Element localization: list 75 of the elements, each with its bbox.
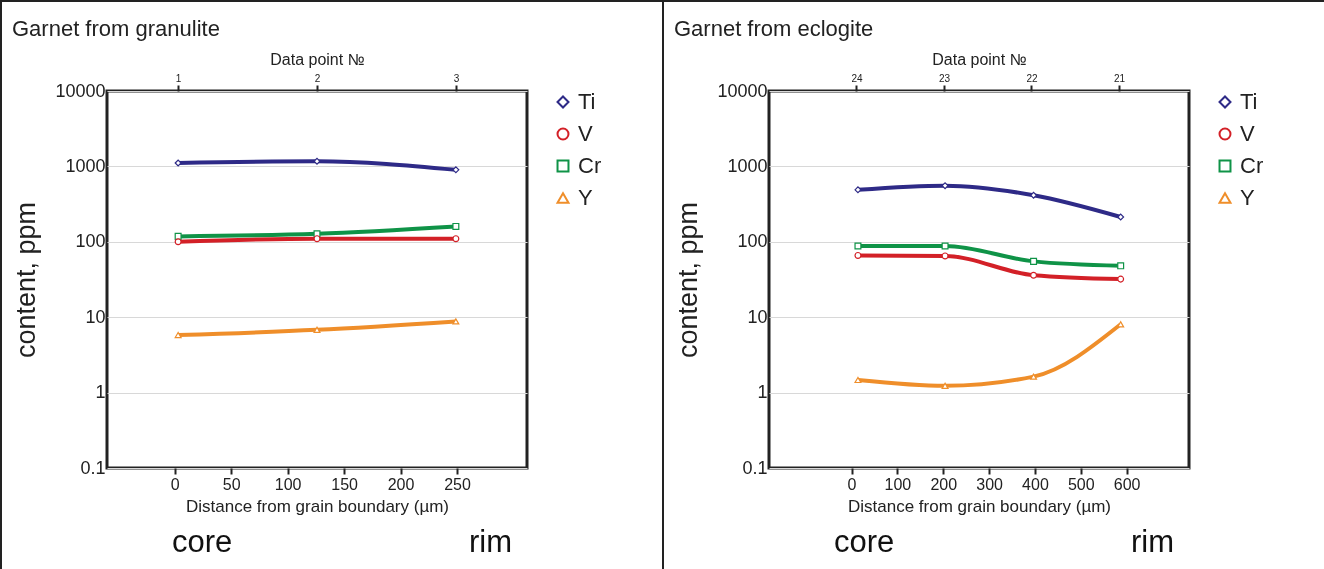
x-tick-label: 200 [930,475,958,493]
point [1030,257,1038,265]
point [1030,271,1038,279]
point [1117,321,1125,328]
y-tick-label: 10 [747,306,768,327]
x-tick-label: 600 [1113,475,1141,493]
x-tick-label: 0 [170,475,180,493]
x-axis-title: Distance from grain boundary (µm) [185,496,450,516]
y-axis-title: content, ppm [673,201,704,359]
point [313,157,321,165]
point [174,238,182,246]
point [452,235,460,243]
point [854,376,862,384]
text: core [172,524,233,560]
x2-tick-label: 24 [851,72,863,84]
y-tick-label: 10000 [717,80,768,101]
y-tick-label: 1 [757,382,768,403]
point [941,382,949,389]
x-tick-label: 100 [884,475,912,493]
y-tick-label: 100 [737,231,768,252]
y-tick-label: 10 [85,306,106,327]
point [1117,275,1125,283]
x-tick-label: 50 [222,475,241,493]
point [1117,213,1125,221]
x2-tick-label: 22 [1026,72,1038,84]
x-tick-label: 500 [1067,475,1095,493]
point [854,186,862,194]
point [854,242,862,250]
x2-axis-title: Data point № [270,50,365,68]
point [313,235,321,243]
point [1030,373,1038,380]
y-tick-label: 100 [75,231,106,252]
x2-tick-label: 2 [314,72,321,84]
y-tick-label: 0.1 [80,457,106,478]
y-tick-label: 1000 [65,155,106,176]
x2-tick-label: 3 [453,72,460,84]
y-tick-label: 10000 [55,80,106,101]
point [174,331,182,339]
legend-label: Y [1240,185,1255,210]
legend-label: V [578,121,593,146]
point [313,326,321,333]
x-tick-label: 400 [1022,475,1049,493]
legend-label: Ti [578,89,596,114]
text: core [834,524,895,560]
x2-tick-label: 23 [938,72,951,84]
x-tick-label: 200 [387,475,415,493]
point [452,318,460,325]
point [941,252,949,260]
point [1117,262,1125,270]
y-axis-title: content, ppm [11,201,42,359]
x2-tick-label: 1 [175,72,182,84]
point [452,222,460,230]
y-tick-label: 0.1 [742,457,768,478]
chart-title: Garnet from eclogite [674,16,874,42]
legend-label: Cr [578,153,602,178]
point [854,251,862,259]
point [941,242,949,250]
legend-label: Y [578,185,593,210]
x-tick-label: 150 [331,475,359,493]
point [452,166,460,174]
text: rim [468,524,512,560]
x-tick-label: 100 [274,475,302,493]
x-tick-label: 0 [847,475,857,493]
legend-label: V [1240,121,1255,146]
y-tick-label: 1 [95,382,106,403]
x-tick-label: 300 [976,475,1004,493]
legend-label: Ti [1240,89,1258,114]
x2-tick-label: 21 [1113,72,1126,84]
chart-title: Garnet from granulite [12,16,220,42]
x-axis-title: Distance from grain boundary (µm) [847,496,1112,516]
y-tick-label: 1000 [727,155,768,176]
x2-axis-title: Data point № [932,50,1027,68]
x-tick-label: 250 [444,475,471,493]
text: rim [1130,524,1174,560]
legend-label: Cr [1240,153,1264,178]
